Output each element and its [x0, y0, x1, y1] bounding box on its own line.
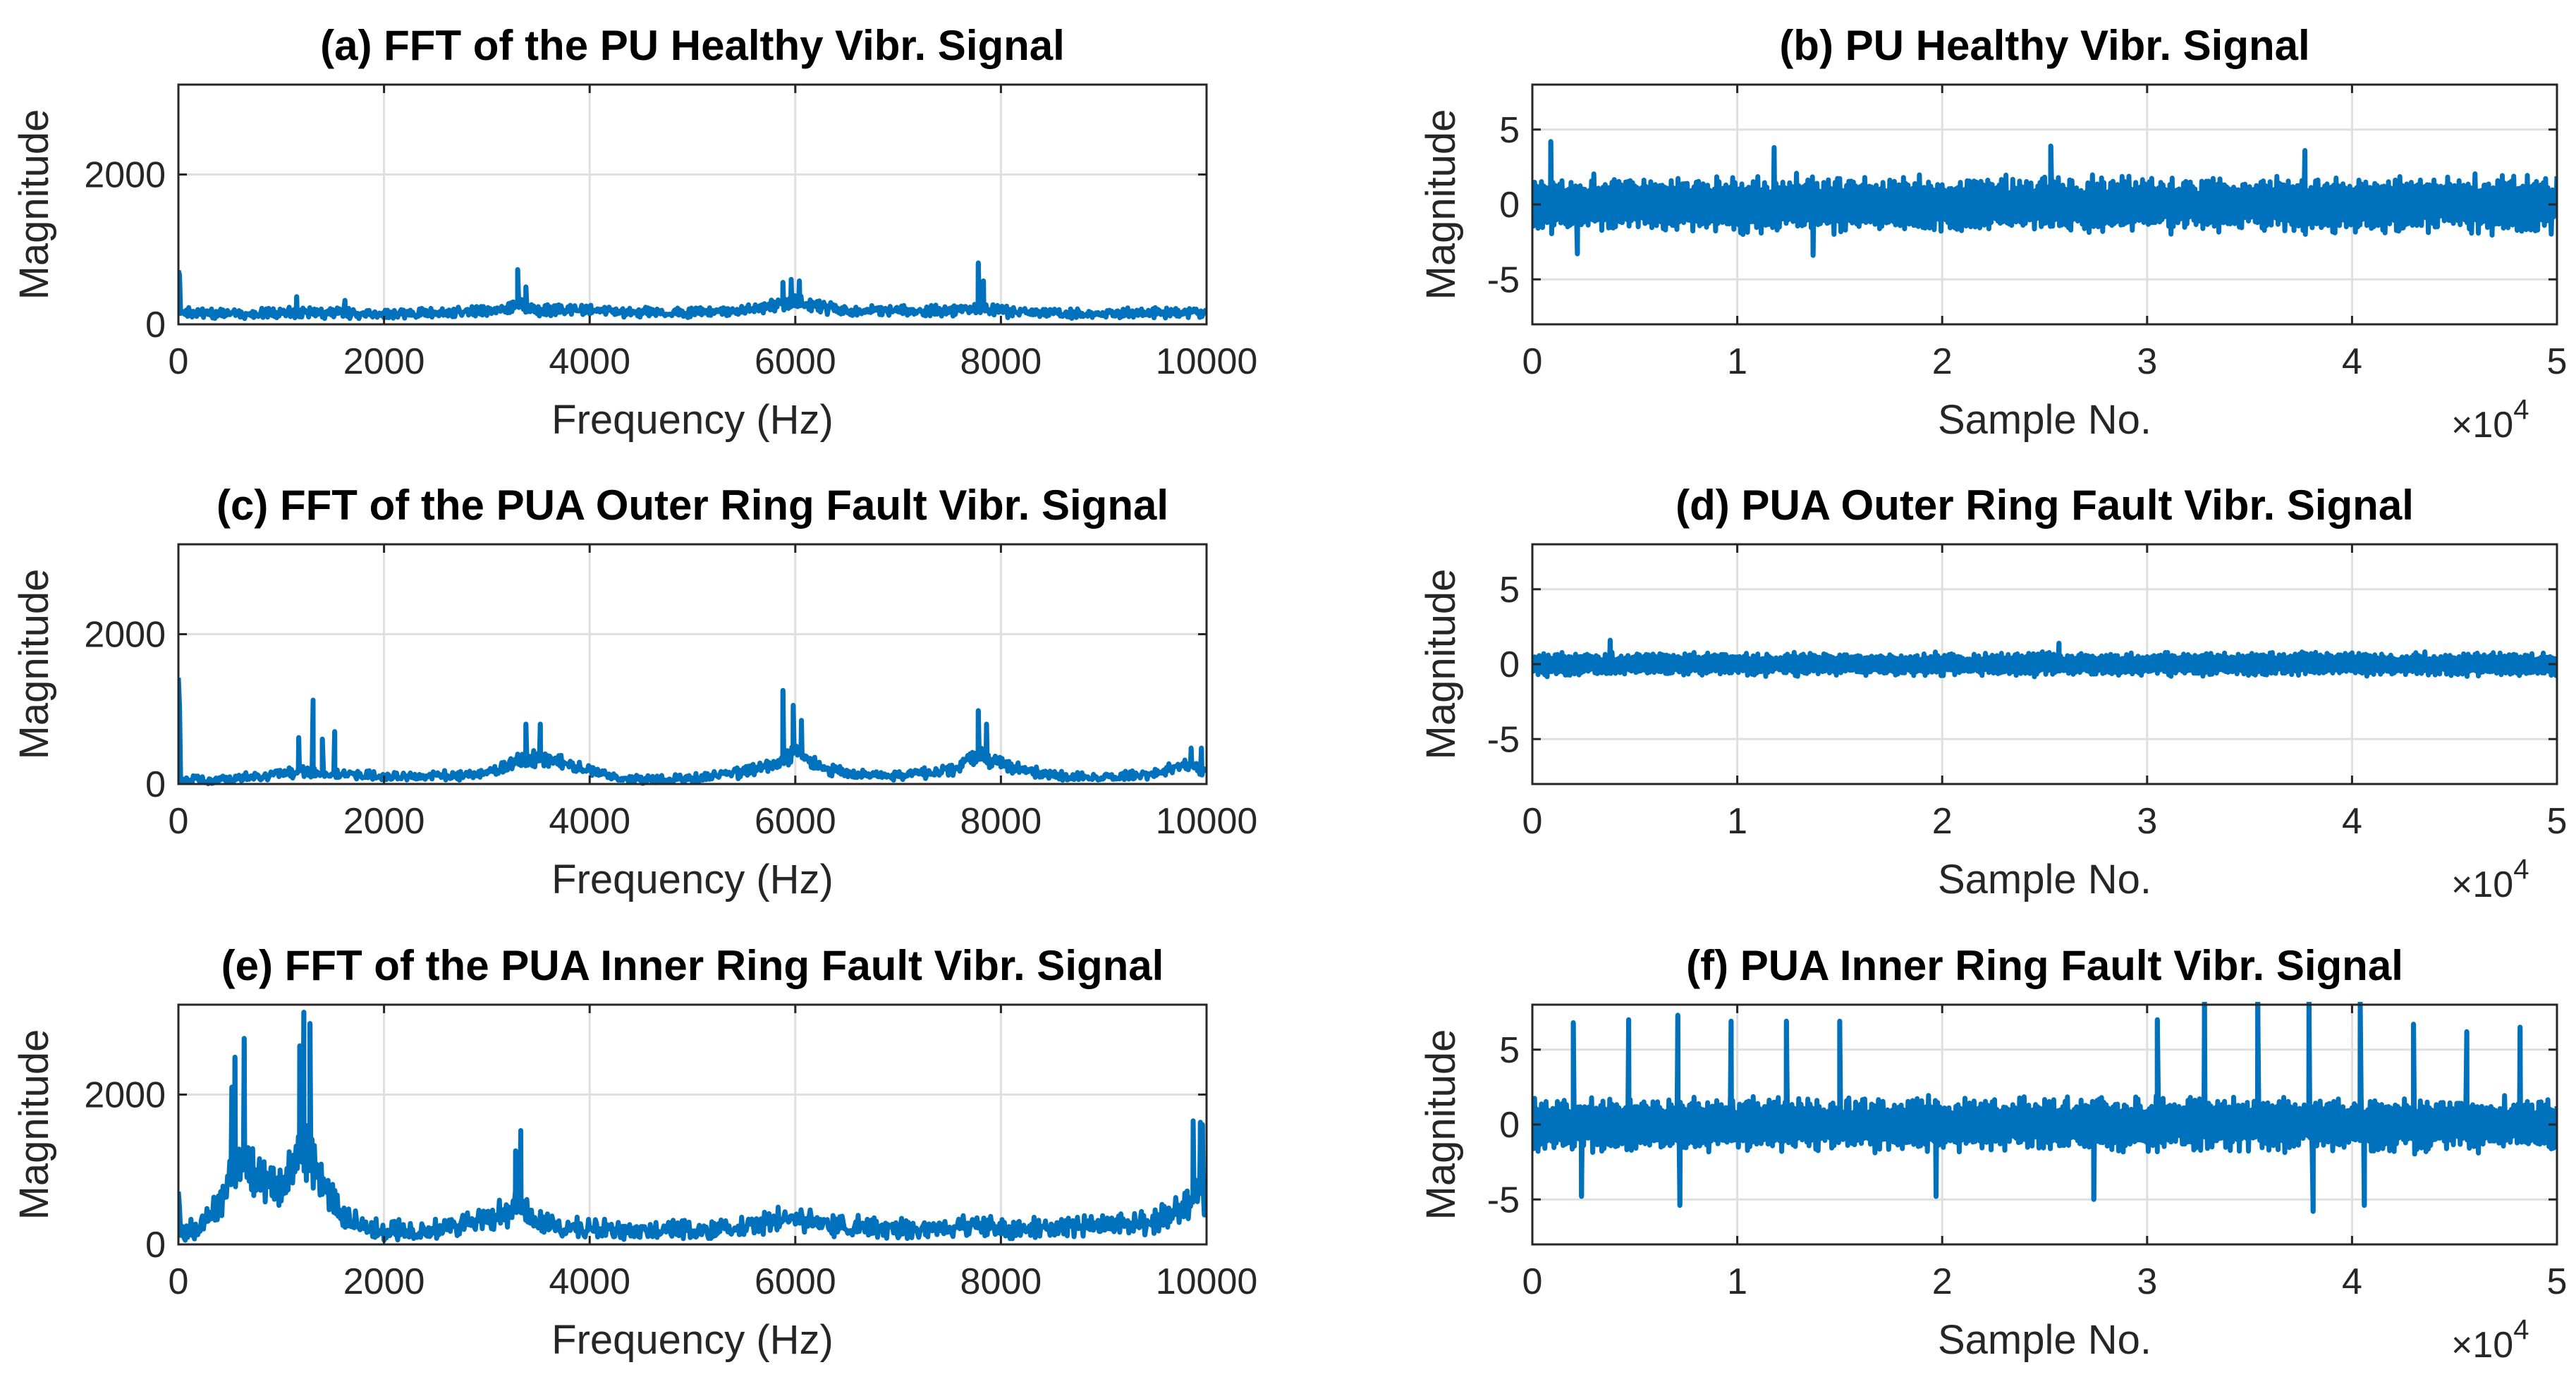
x-tick-label: 5	[2547, 341, 2568, 382]
y-tick-label: 0	[145, 764, 166, 805]
y-axis-label: Magnitude	[1418, 1029, 1464, 1220]
x-tick-label: 8000	[960, 1261, 1042, 1302]
x-tick-label: 8000	[960, 801, 1042, 842]
y-axis-label: Magnitude	[1418, 569, 1464, 760]
x-tick-label: 4	[2342, 801, 2362, 842]
x-tick-label: 0	[169, 801, 189, 842]
chart-title: (a) FFT of the PU Healthy Vibr. Signal	[320, 22, 1065, 69]
x-multiplier: ×104	[2451, 854, 2529, 905]
series-line-c	[178, 678, 1207, 787]
y-tick-label: 5	[1499, 1030, 1520, 1071]
y-axis-label: Magnitude	[1418, 109, 1464, 300]
x-axis-label: Frequency (Hz)	[551, 397, 834, 443]
x-tick-label: 2000	[343, 801, 425, 842]
series-line-b	[1532, 139, 2557, 258]
x-axis-label: Frequency (Hz)	[551, 857, 834, 902]
x-tick-label: 0	[1522, 1261, 1543, 1302]
y-tick-label: 0	[1499, 185, 1520, 226]
chart-c: 0 2000 4000 6000 8000 10000 0 2000 Frequency (Hz…	[11, 482, 1257, 902]
x-tick-label: 6000	[755, 1261, 836, 1302]
chart-title: (e) FFT of the PUA Inner Ring Fault Vibr…	[221, 942, 1164, 989]
x-tick-label: 2000	[343, 341, 425, 382]
x-tick-label: 2	[1932, 341, 1953, 382]
series-line-f	[1532, 1002, 2557, 1214]
x-multiplier: ×104	[2451, 1314, 2529, 1366]
x-tick-label: 1	[1727, 341, 1747, 382]
y-axis-label: Magnitude	[11, 109, 57, 300]
x-tick-label: 1	[1727, 1261, 1747, 1302]
y-tick-label: -5	[1487, 1180, 1520, 1220]
y-tick-label: 0	[145, 1225, 166, 1266]
x-tick-label: 8000	[960, 341, 1042, 382]
x-tick-label: 0	[1522, 801, 1543, 842]
x-tick-label: 4	[2342, 1261, 2362, 1302]
x-tick-label: 2	[1932, 801, 1953, 842]
x-tick-label: 3	[2137, 341, 2157, 382]
x-tick-label: 10000	[1156, 1261, 1258, 1302]
y-tick-label: -5	[1487, 719, 1520, 760]
chart-title: (d) PUA Outer Ring Fault Vibr. Signal	[1675, 482, 2414, 529]
x-tick-label: 4000	[549, 341, 630, 382]
x-tick-label: 5	[2547, 1261, 2568, 1302]
y-tick-label: 5	[1499, 570, 1520, 611]
x-tick-label: 4000	[549, 1261, 630, 1302]
y-tick-label: 2000	[84, 615, 166, 656]
series-line-e	[178, 1010, 1207, 1243]
y-tick-label: 0	[145, 305, 166, 345]
y-tick-label: 2000	[84, 1075, 166, 1116]
y-tick-label: 0	[1499, 644, 1520, 685]
y-tick-label: 5	[1499, 110, 1520, 151]
x-axis-label: Sample No.	[1938, 1317, 2151, 1363]
series-line-d	[1532, 637, 2557, 680]
x-tick-label: 0	[1522, 341, 1543, 382]
x-tick-label: 5	[2547, 801, 2568, 842]
x-tick-label: 0	[169, 1261, 189, 1302]
chart-e: 0 2000 4000 6000 8000 10000 0 2000 Frequency (Hz…	[11, 942, 1257, 1363]
x-tick-label: 1	[1727, 801, 1747, 842]
x-tick-label: 6000	[755, 801, 836, 842]
chart-a: 0 2000 4000 6000 8000 10000 0 2000 Frequency (Hz…	[11, 22, 1257, 443]
x-axis-label: Frequency (Hz)	[551, 1317, 834, 1363]
x-tick-label: 10000	[1156, 341, 1258, 382]
x-tick-label: 3	[2137, 801, 2157, 842]
x-tick-label: 10000	[1156, 801, 1258, 842]
axes-frame	[177, 1003, 1208, 1246]
x-tick-label: 2	[1932, 1261, 1953, 1302]
y-tick-label: -5	[1487, 259, 1520, 300]
chart-title: (c) FFT of the PUA Outer Ring Fault Vibr…	[216, 482, 1168, 529]
y-axis-label: Magnitude	[11, 569, 57, 760]
plot-area	[178, 544, 1207, 784]
x-multiplier: ×104	[2451, 394, 2529, 446]
series-line-a	[178, 260, 1207, 321]
chart-title: (b) PU Healthy Vibr. Signal	[1779, 22, 2309, 69]
chart-title: (f) PUA Inner Ring Fault Vibr. Signal	[1686, 942, 2403, 989]
axes-frame	[177, 83, 1208, 326]
x-axis-label: Sample No.	[1938, 397, 2151, 443]
x-tick-label: 4000	[549, 801, 630, 842]
y-tick-label: 2000	[84, 155, 166, 196]
plot-area	[178, 85, 1207, 324]
y-axis-label: Magnitude	[11, 1029, 57, 1220]
x-tick-label: 4	[2342, 341, 2362, 382]
x-tick-label: 0	[169, 341, 189, 382]
x-axis-label: Sample No.	[1938, 857, 2151, 902]
chart-f: 0 1 2 3 4 5 -5 0 5 Sample No. Magnitude (f) PUA Inn…	[1418, 942, 2567, 1366]
plot-area	[178, 1005, 1207, 1244]
x-tick-label: 6000	[755, 341, 836, 382]
x-tick-label: 2000	[343, 1261, 425, 1302]
axes-frame	[177, 543, 1208, 785]
x-tick-label: 3	[2137, 1261, 2157, 1302]
y-tick-label: 0	[1499, 1105, 1520, 1146]
